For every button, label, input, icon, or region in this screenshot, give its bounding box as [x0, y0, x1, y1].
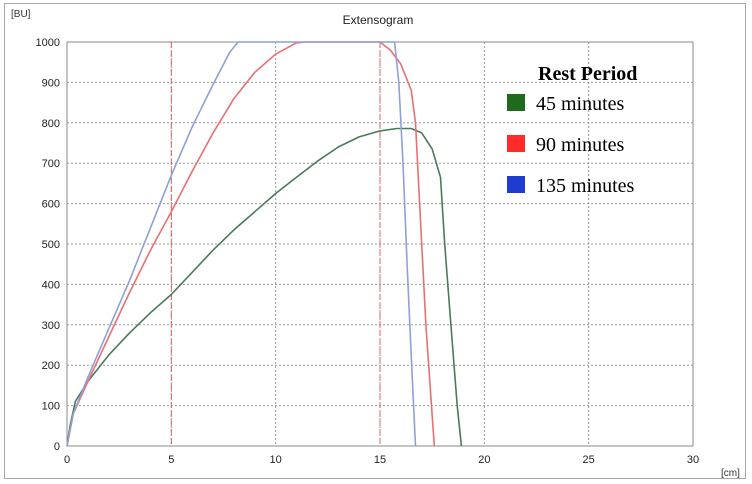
x-tick-label: 30: [687, 454, 699, 466]
y-tick-label: 200: [42, 360, 60, 372]
series-line-135-minutes: [66, 41, 417, 447]
legend-swatch-45-minutes: [507, 94, 525, 111]
chart-title: Extensogram: [343, 13, 414, 27]
legend-label-90-minutes: 90 minutes: [536, 134, 625, 156]
x-axis-ticks: 0 5 10 15 20 25 30: [64, 454, 699, 466]
chart-frame: [BU] Extensogram 0 5 10 15 20 25 30 0 100 200 300…: [4, 3, 746, 479]
legend-title: Rest Period: [538, 63, 637, 85]
x-tick-label: 0: [64, 454, 70, 466]
y-unit-label: [BU]: [11, 9, 31, 20]
y-tick-label: 800: [42, 118, 60, 130]
legend-swatch-135-minutes: [507, 176, 525, 193]
y-tick-label: 600: [42, 199, 60, 211]
y-tick-label: 400: [42, 279, 60, 291]
x-tick-label: 5: [168, 454, 174, 466]
series-layer: [66, 41, 463, 447]
x-tick-label: 15: [374, 454, 386, 466]
reference-lines: [170, 42, 381, 446]
y-tick-label: 1000: [36, 37, 60, 49]
legend-swatch-90-minutes: [507, 135, 525, 152]
x-tick-label: 10: [270, 454, 282, 466]
y-tick-label: 700: [42, 158, 60, 170]
legend-label-135-minutes: 135 minutes: [536, 175, 635, 197]
legend-label-45-minutes: 45 minutes: [536, 93, 625, 115]
y-tick-label: 300: [42, 320, 60, 332]
x-tick-label: 25: [583, 454, 595, 466]
y-axis-ticks: 0 100 200 300 400 500 600 700 800 900 1000: [36, 37, 60, 453]
x-unit-label: [cm]: [721, 468, 740, 479]
extensogram-chart: [BU] Extensogram 0 5 10 15 20 25 30 0 100 200 300…: [11, 9, 740, 479]
y-tick-label: 100: [42, 401, 60, 413]
y-tick-label: 900: [42, 77, 60, 89]
x-tick-label: 20: [478, 454, 490, 466]
y-tick-label: 500: [42, 239, 60, 251]
legend: Rest Period 45 minutes 90 minutes 135 minu…: [507, 63, 637, 197]
legend-items: 45 minutes 90 minutes 135 minutes: [507, 93, 635, 197]
y-tick-label: 0: [54, 441, 60, 453]
series-line-90-minutes: [66, 41, 436, 447]
series-line-45-minutes: [66, 127, 463, 447]
